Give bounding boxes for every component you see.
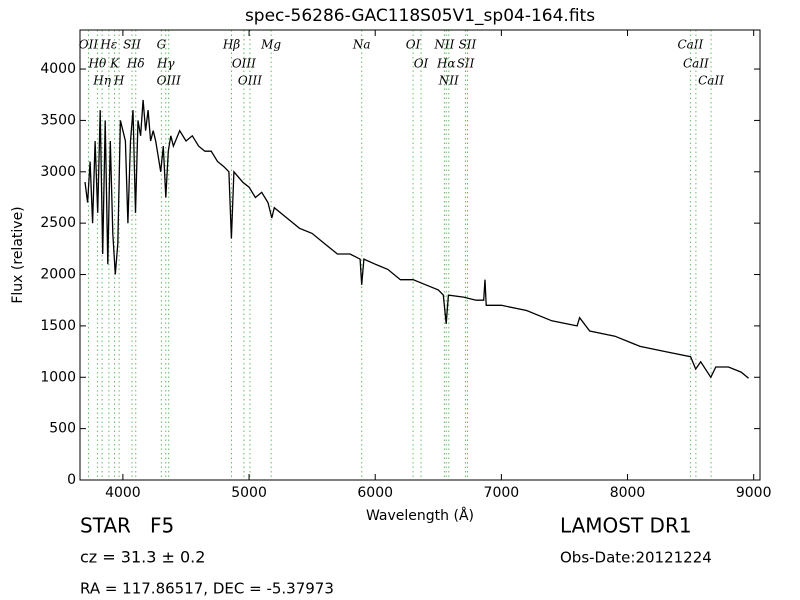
survey: LAMOST DR1 — [560, 514, 692, 538]
line-label: CaII — [677, 38, 703, 52]
y-axis-label: Flux (relative) — [10, 206, 26, 303]
y-tick-label: 0 — [67, 472, 76, 488]
line-label: H — [113, 74, 125, 88]
x-tick-label: 7000 — [484, 485, 520, 501]
x-axis-label: Wavelength (Å) — [366, 507, 474, 524]
redshift: cz = 31.3 ± 0.2 — [80, 548, 205, 567]
x-tick-label: 9000 — [736, 485, 772, 501]
line-label: OII — [79, 38, 99, 52]
line-label: G — [157, 38, 167, 52]
line-label: Hη — [92, 74, 111, 88]
line-label: OIII — [157, 74, 181, 88]
y-tick-label: 2500 — [40, 215, 76, 231]
line-label: Na — [352, 38, 371, 52]
spectrum-line — [84, 99, 750, 379]
line-label: SII — [459, 38, 477, 52]
y-tick-label: 1000 — [40, 369, 76, 385]
star-class: STAR F5 — [80, 514, 174, 538]
y-tick-label: 500 — [49, 421, 76, 437]
line-label: Hδ — [126, 57, 145, 71]
line-label: OI — [406, 38, 421, 52]
line-label: Hβ — [222, 38, 240, 52]
line-label: Mg — [260, 38, 281, 52]
line-label: SII — [457, 57, 475, 71]
obs-date: Obs-Date:20121224 — [560, 549, 712, 567]
line-label: Hα — [436, 57, 456, 71]
coordinates: RA = 117.86517, DEC = -5.37973 — [80, 580, 334, 598]
y-tick-label: 3000 — [40, 164, 76, 180]
y-tick-label: 1500 — [40, 318, 76, 334]
y-tick-label: 4000 — [40, 61, 76, 77]
line-label: Hθ — [88, 57, 107, 71]
line-label: SII — [123, 38, 141, 52]
plot-frame — [79, 29, 761, 481]
y-tick-label: 3500 — [40, 112, 76, 128]
line-label: CaII — [683, 57, 709, 71]
line-label: CaII — [698, 74, 724, 88]
y-tick-label: 2000 — [40, 267, 76, 283]
line-label: OIII — [232, 57, 256, 71]
x-tick-label: 6000 — [357, 485, 393, 501]
x-tick-label: 8000 — [610, 485, 646, 501]
chart-title: spec-56286-GAC118S05V1_sp04-164.fits — [245, 6, 595, 26]
line-label: OI — [414, 57, 429, 71]
line-label: NII — [433, 38, 454, 52]
line-label: K — [109, 57, 120, 71]
x-tick-label: 5000 — [231, 485, 267, 501]
x-tick-label: 4000 — [105, 485, 141, 501]
line-label: NII — [438, 74, 459, 88]
line-label: OIII — [238, 74, 262, 88]
line-label: Hγ — [156, 57, 175, 71]
line-label: Hε — [99, 38, 117, 52]
